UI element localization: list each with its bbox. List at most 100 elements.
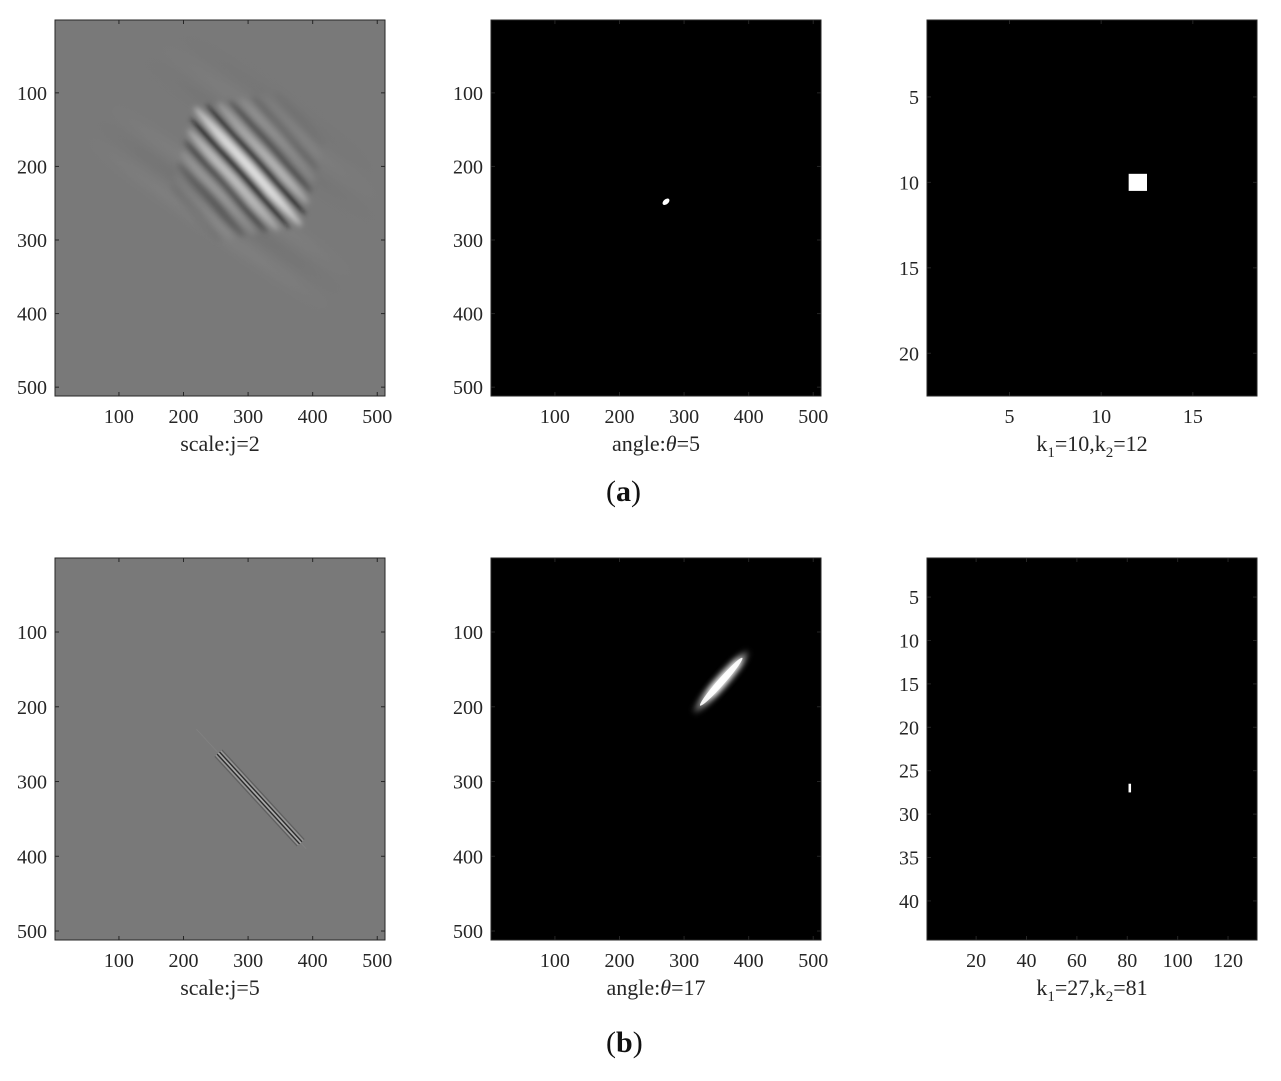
axes-frame [926,19,1258,397]
wavelet-streak-line [219,751,303,843]
wavelet-streak-line [221,749,305,840]
row-label-b: (b) [606,1026,643,1059]
y-tick-label: 15 [899,258,919,280]
panel-a-scale: 100 200 300 400 500 100 200 300 400 500 scale:j=2 [17,19,392,456]
y-tick-label: 400 [453,846,483,868]
y-tick-label: 200 [453,156,483,178]
x-tick-label: 500 [798,406,828,428]
image-content [693,650,750,713]
y-tick-label: 400 [17,846,47,868]
y-tick-label: 25 [899,761,919,783]
axes-frame [54,19,386,397]
x-tick-label: 500 [362,950,392,972]
x-axis-label: k1=10,k2=12 [1036,431,1147,461]
x-tick-label: 120 [1213,950,1243,972]
x-tick-label: 300 [233,950,263,972]
x-tick-label: 500 [362,406,392,428]
highlight-cell [1128,173,1147,191]
axes-frame [490,19,822,397]
wavelet-streak-line [220,750,304,842]
x-tick-label: 200 [169,950,199,972]
panel-b-angle: 100 200 300 400 500 100 200 300 400 500 angle:θ=17 [453,557,828,1000]
envelope-fade [55,20,385,396]
x-tick-label: 15 [1183,406,1203,428]
image-content [1128,783,1132,793]
image-content [196,728,307,850]
highlight-cell [1128,783,1132,793]
y-tick-label: 200 [17,697,47,719]
x-tick-label: 20 [966,950,986,972]
x-tick-label: 10 [1091,406,1111,428]
x-tick-label: 60 [1067,950,1087,972]
image-content [55,20,385,396]
axes-frame [54,557,386,941]
y-tick-label: 200 [17,156,47,178]
x-tick-label: 40 [1017,950,1037,972]
y-tick-label: 300 [453,772,483,794]
y-tick-label: 100 [17,622,47,644]
y-tick-label: 300 [17,230,47,252]
y-tick-label: 500 [17,377,47,399]
y-tick-label: 500 [453,377,483,399]
x-tick-label: 100 [1163,950,1193,972]
x-axis-label: angle:θ=17 [607,975,706,1000]
x-tick-label: 100 [104,950,134,972]
x-tick-label: 400 [734,950,764,972]
panel-a-index: 5 10 15 5 10 15 20 k1=10,k2=12 [899,19,1258,461]
x-tick-label: 300 [669,950,699,972]
y-tick-label: 10 [899,172,919,194]
y-tick-label: 500 [453,921,483,943]
highlight-blob [662,198,670,205]
y-tick-label: 200 [453,697,483,719]
x-axis-label: scale:j=2 [180,431,260,456]
wavelet-streak-tail [196,728,307,850]
plot-area [927,558,1257,940]
plot-area [55,558,385,940]
x-tick-label: 5 [1005,406,1015,428]
y-tick-label: 300 [17,772,47,794]
y-tick-label: 20 [899,717,919,739]
y-tick-label: 500 [17,921,47,943]
x-axis-label: angle:θ=5 [612,431,700,456]
plot-area [491,558,821,940]
x-axis-label: k1=27,k2=81 [1036,975,1147,1005]
panel-b-index: 20 40 60 80 100 120 5 10 15 20 25 30 35 40 k1=27,k2=81 [899,557,1258,1005]
y-tick-label: 40 [899,891,919,913]
x-tick-label: 400 [298,406,328,428]
panel-a-angle: 100 200 300 400 500 100 200 300 400 500 angle:θ=5 [453,19,828,456]
wavelet-streak-line [216,753,300,845]
highlight-streak-core [699,657,743,706]
wavelet-streak-line [215,754,299,846]
x-axis-label: scale:j=5 [180,975,260,1000]
x-tick-label: 200 [605,950,635,972]
y-tick-label: 300 [453,230,483,252]
axes-frame [926,557,1258,941]
plot-area [927,20,1257,396]
x-tick-label: 300 [669,406,699,428]
y-tick-label: 400 [17,304,47,326]
wavelet-streak-line [214,755,298,847]
y-tick-label: 15 [899,674,919,696]
x-tick-label: 200 [605,406,635,428]
y-tick-label: 100 [17,83,47,105]
plot-area [491,20,821,396]
y-tick-label: 100 [453,622,483,644]
y-tick-label: 20 [899,343,919,365]
x-tick-label: 80 [1117,950,1137,972]
x-tick-label: 100 [540,950,570,972]
x-tick-label: 400 [298,950,328,972]
y-tick-label: 10 [899,630,919,652]
x-tick-label: 500 [798,950,828,972]
y-tick-label: 5 [909,87,919,109]
x-tick-label: 400 [734,406,764,428]
axes-frame [490,557,822,941]
panel-b-scale: 100 200 300 400 500 100 200 300 400 500 scale:j=5 [17,557,392,1000]
image-content [1128,173,1147,191]
y-tick-label: 5 [909,587,919,609]
row-label-a: (a) [606,475,641,508]
y-tick-label: 35 [899,848,919,870]
x-tick-label: 100 [540,406,570,428]
y-tick-label: 30 [899,804,919,826]
